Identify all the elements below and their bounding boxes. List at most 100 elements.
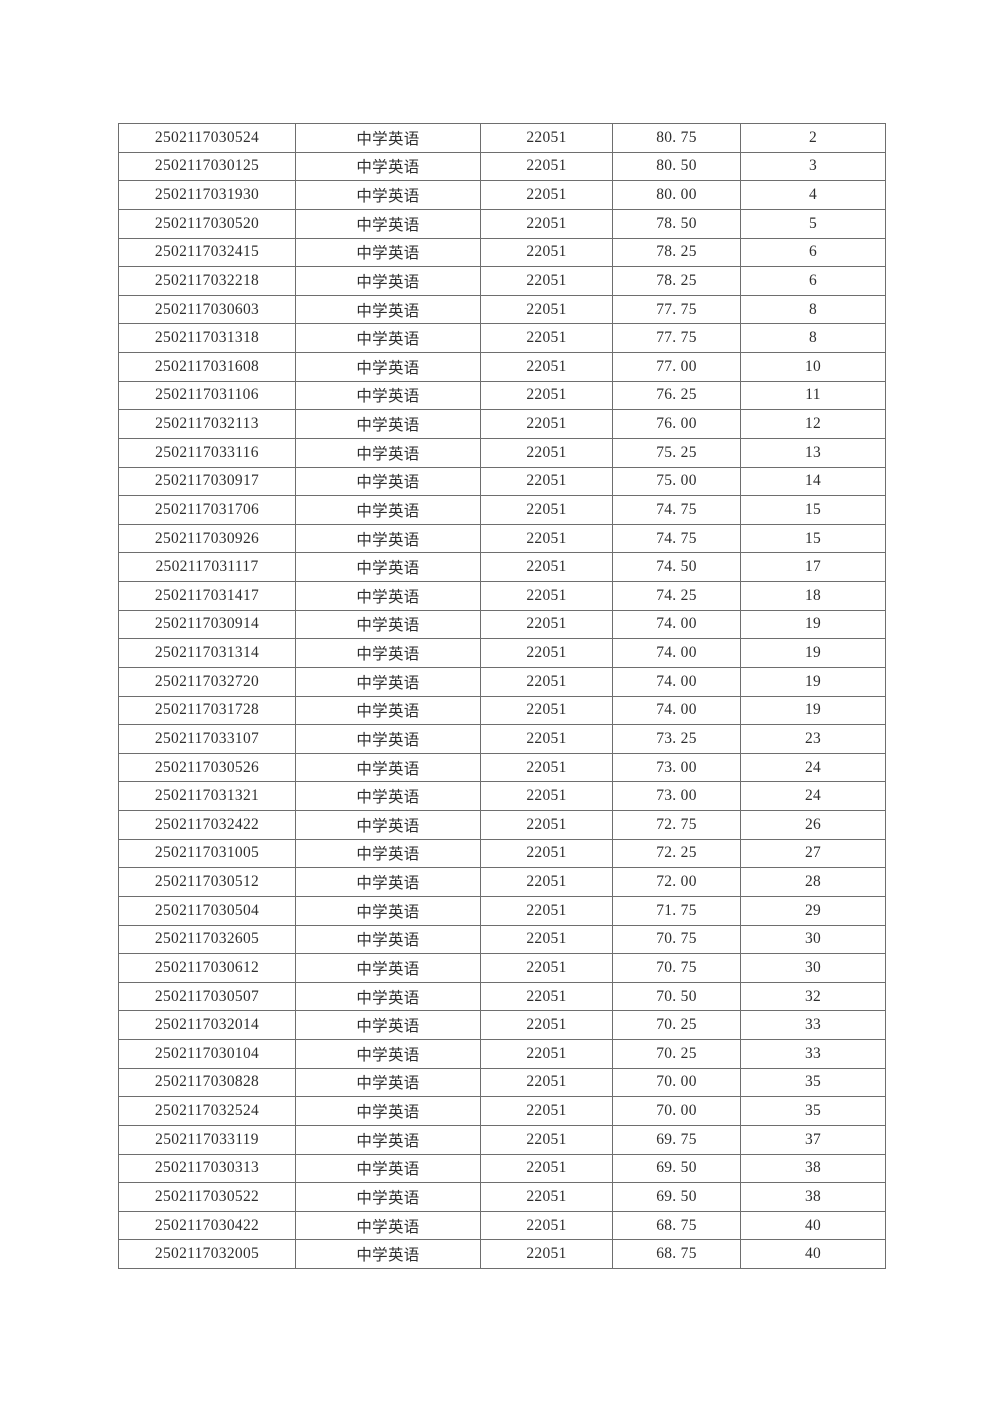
table-row: 2502117030526 中学英语 22051 73. 00 24 [118, 752, 886, 783]
candidate-id-cell: 2502117030520 [118, 208, 296, 239]
code-cell: 22051 [480, 924, 613, 955]
rank-cell: 24 [740, 781, 886, 811]
candidate-id-cell: 2502117031005 [118, 838, 296, 869]
candidate-id-cell: 2502117031106 [118, 380, 296, 411]
candidate-id-cell: 2502117030522 [118, 1182, 296, 1212]
candidate-id-cell: 2502117030507 [118, 981, 296, 1012]
candidate-id-cell: 2502117031930 [118, 180, 296, 210]
rank-cell: 5 [740, 208, 886, 239]
rank-cell: 10 [740, 352, 886, 382]
subject-cell: 中学英语 [295, 752, 481, 783]
rank-cell: 15 [740, 523, 886, 554]
table-row: 2502117030507 中学英语 22051 70. 50 32 [118, 981, 886, 1012]
code-cell: 22051 [480, 838, 613, 869]
subject-cell: 中学英语 [295, 638, 481, 668]
rank-cell: 24 [740, 752, 886, 783]
score-table-body: 2502117030524 中学英语 22051 80. 75 2 25021170301… [118, 123, 886, 1269]
candidate-id-cell: 2502117030603 [118, 294, 296, 325]
code-cell: 22051 [480, 552, 613, 582]
candidate-id-cell: 2502117031706 [118, 495, 296, 525]
score-cell: 77. 00 [612, 352, 741, 382]
table-row: 2502117032218 中学英语 22051 78. 25 6 [118, 266, 886, 296]
rank-cell: 23 [740, 724, 886, 754]
subject-cell: 中学英语 [295, 1124, 481, 1155]
score-cell: 77. 75 [612, 323, 741, 353]
candidate-id-cell: 2502117030504 [118, 895, 296, 926]
table-row: 2502117031005 中学英语 22051 72. 25 27 [118, 838, 886, 869]
code-cell: 22051 [480, 409, 613, 439]
rank-cell: 32 [740, 981, 886, 1012]
subject-cell: 中学英语 [295, 867, 481, 897]
table-row: 2502117031106 中学英语 22051 76. 25 11 [118, 380, 886, 411]
code-cell: 22051 [480, 380, 613, 411]
score-cell: 70. 00 [612, 1096, 741, 1126]
rank-cell: 4 [740, 180, 886, 210]
code-cell: 22051 [480, 781, 613, 811]
rank-cell: 29 [740, 895, 886, 926]
candidate-id-cell: 2502117032218 [118, 266, 296, 296]
score-cell: 74. 75 [612, 523, 741, 554]
table-row: 2502117030828 中学英语 22051 70. 00 35 [118, 1067, 886, 1098]
rank-cell: 27 [740, 838, 886, 869]
code-cell: 22051 [480, 1153, 613, 1184]
score-cell: 80. 75 [612, 123, 741, 153]
score-cell: 68. 75 [612, 1239, 741, 1269]
score-cell: 72. 75 [612, 810, 741, 840]
rank-cell: 40 [740, 1210, 886, 1241]
rank-cell: 35 [740, 1067, 886, 1098]
rank-cell: 19 [740, 638, 886, 668]
candidate-id-cell: 2502117030104 [118, 1039, 296, 1069]
candidate-id-cell: 2502117033116 [118, 437, 296, 468]
rank-cell: 40 [740, 1239, 886, 1269]
score-cell: 75. 00 [612, 466, 741, 497]
rank-cell: 2 [740, 123, 886, 153]
subject-cell: 中学英语 [295, 180, 481, 210]
rank-cell: 33 [740, 1010, 886, 1040]
table-row: 2502117031314 中学英语 22051 74. 00 19 [118, 638, 886, 668]
code-cell: 22051 [480, 1067, 613, 1098]
table-row: 2502117032524 中学英语 22051 70. 00 35 [118, 1096, 886, 1126]
code-cell: 22051 [480, 466, 613, 497]
score-cell: 73. 25 [612, 724, 741, 754]
rank-cell: 12 [740, 409, 886, 439]
rank-cell: 18 [740, 581, 886, 611]
table-row: 2502117032014 中学英语 22051 70. 25 33 [118, 1010, 886, 1040]
rank-cell: 19 [740, 666, 886, 697]
subject-cell: 中学英语 [295, 695, 481, 726]
score-cell: 69. 50 [612, 1182, 741, 1212]
rank-cell: 14 [740, 466, 886, 497]
table-row: 2502117031117 中学英语 22051 74. 50 17 [118, 552, 886, 582]
score-cell: 74. 00 [612, 666, 741, 697]
subject-cell: 中学英语 [295, 1010, 481, 1040]
subject-cell: 中学英语 [295, 1239, 481, 1269]
subject-cell: 中学英语 [295, 352, 481, 382]
table-row: 2502117032005 中学英语 22051 68. 75 40 [118, 1239, 886, 1269]
table-row: 2502117030914 中学英语 22051 74. 00 19 [118, 609, 886, 640]
rank-cell: 17 [740, 552, 886, 582]
subject-cell: 中学英语 [295, 1067, 481, 1098]
score-cell: 70. 00 [612, 1067, 741, 1098]
code-cell: 22051 [480, 666, 613, 697]
rank-cell: 35 [740, 1096, 886, 1126]
subject-cell: 中学英语 [295, 724, 481, 754]
subject-cell: 中学英语 [295, 924, 481, 955]
code-cell: 22051 [480, 867, 613, 897]
score-cell: 80. 50 [612, 151, 741, 182]
rank-cell: 8 [740, 294, 886, 325]
rank-cell: 8 [740, 323, 886, 353]
candidate-id-cell: 2502117030917 [118, 466, 296, 497]
table-row: 2502117030125 中学英语 22051 80. 50 3 [118, 151, 886, 182]
code-cell: 22051 [480, 895, 613, 926]
code-cell: 22051 [480, 352, 613, 382]
rank-cell: 11 [740, 380, 886, 411]
score-cell: 74. 50 [612, 552, 741, 582]
subject-cell: 中学英语 [295, 495, 481, 525]
candidate-id-cell: 2502117031318 [118, 323, 296, 353]
rank-cell: 28 [740, 867, 886, 897]
candidate-id-cell: 2502117032005 [118, 1239, 296, 1269]
rank-cell: 30 [740, 953, 886, 983]
subject-cell: 中学英语 [295, 123, 481, 153]
score-table: 2502117030524 中学英语 22051 80. 75 2 25021170301… [118, 123, 886, 1269]
rank-cell: 38 [740, 1153, 886, 1184]
score-cell: 76. 25 [612, 380, 741, 411]
